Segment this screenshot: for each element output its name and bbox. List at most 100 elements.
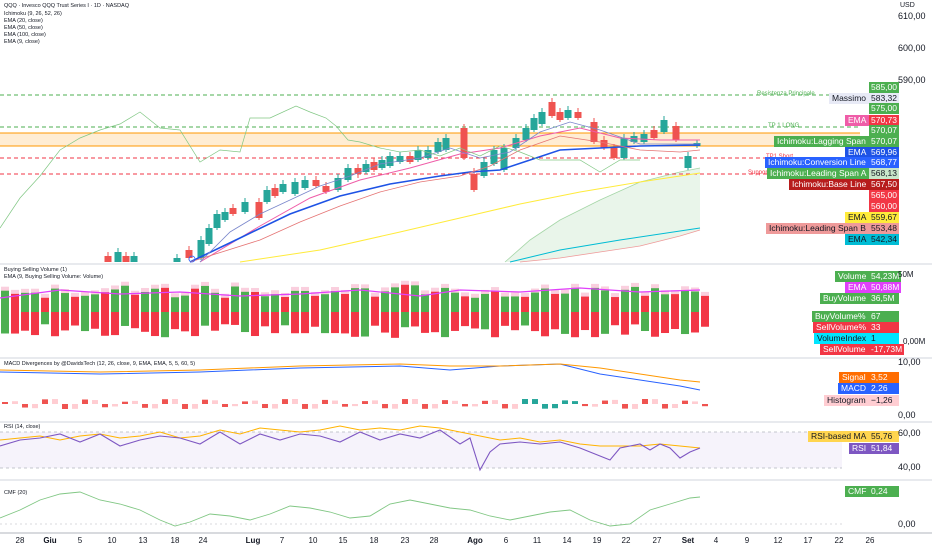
event-marker-icon: [188, 255, 196, 263]
buy-volume-bar: [241, 291, 249, 312]
ema-100-line: [239, 172, 701, 263]
buy-volume-bar: [341, 293, 349, 312]
buy-volume-bar: [251, 291, 259, 312]
rsi-line: [0, 429, 701, 472]
rsi-ma-line: [0, 425, 701, 449]
macd-histogram-bar: [292, 399, 298, 404]
sell-volume-bar: [11, 312, 19, 334]
candle-body: [173, 258, 181, 262]
macd-histogram-bar: [522, 399, 528, 404]
buy-volume-bar: [91, 294, 99, 312]
time-axis-label: 14: [562, 536, 572, 545]
macd-histogram-bar: [492, 400, 498, 404]
buy-volume-bar: [191, 288, 199, 312]
buy-volume-bar: [531, 292, 539, 312]
macd-histogram-bar: [562, 400, 568, 404]
entry-zone: [0, 133, 860, 146]
rsi-indicator-label[interactable]: RSI (14, close): [4, 424, 41, 430]
sell-volume-bar: [41, 312, 49, 325]
macd-histogram-bar: [22, 404, 28, 408]
sell-volume-bar: [51, 312, 59, 337]
macd-histogram-bar: [542, 404, 548, 409]
value-tag: 2,26: [869, 383, 899, 394]
sell-volume-bar: [421, 312, 429, 333]
series-label-tag: BuyVolume%: [812, 311, 869, 322]
candle-body: [548, 102, 556, 116]
time-axis-label: 27: [652, 536, 662, 545]
indicator-ema20[interactable]: EMA (20, close): [4, 18, 43, 24]
sell-volume-bar: [541, 312, 549, 337]
candle-body: [530, 118, 538, 130]
time-axis-label: 22: [834, 536, 844, 545]
value-tag: 54,23M: [869, 271, 902, 282]
buy-volume-bar: [481, 293, 489, 312]
value-tag: −1,26: [869, 395, 899, 406]
candle-body: [354, 168, 362, 174]
macd-histogram-bar: [682, 400, 688, 404]
macd-histogram-bar: [472, 404, 478, 407]
ema-50-line: [189, 144, 701, 263]
buy-volume-bar: [311, 295, 319, 312]
macd-histogram-bar: [2, 402, 8, 404]
buy-volume-bar: [151, 288, 159, 312]
candle-body: [522, 128, 530, 140]
macd-histogram-bar: [252, 400, 258, 404]
candle-body: [185, 250, 193, 258]
macd-histogram-bar: [622, 404, 628, 409]
value-tag: 1: [869, 333, 899, 344]
candle-body: [213, 214, 221, 228]
sell-volume-bar: [341, 312, 349, 334]
time-axis-label: 19: [592, 536, 602, 545]
candle-body: [500, 148, 508, 170]
macd-histogram-bar: [172, 399, 178, 404]
ema-200-line: [509, 227, 701, 263]
volume-ema-label[interactable]: EMA (9, Buying Selling Volume: Volume): [4, 274, 104, 280]
sell-volume-bar: [121, 312, 129, 326]
indicator-ema9[interactable]: EMA (9, close): [4, 39, 40, 45]
buy-volume-bar: [261, 296, 269, 312]
candle-body: [610, 148, 618, 158]
indicator-ema50[interactable]: EMA (50, close): [4, 25, 43, 31]
buy-volume-bar: [61, 293, 69, 312]
buy-volume-bar: [411, 285, 419, 312]
buy-volume-bar: [511, 296, 519, 312]
sell-volume-bar: [431, 312, 439, 333]
sell-volume-bar: [451, 312, 459, 331]
macd-histogram-bar: [112, 404, 118, 407]
buy-volume-bar: [421, 294, 429, 312]
indicator-ichimoku[interactable]: Ichimoku (9, 26, 52, 26): [4, 11, 62, 17]
indicator-ema100[interactable]: EMA (100, close): [4, 32, 46, 38]
value-tag: 542,34: [869, 234, 899, 245]
cmf-line: [0, 491, 701, 527]
buy-volume-bar: [541, 288, 549, 312]
sell-volume-bar: [461, 312, 469, 327]
candle-body: [650, 130, 658, 138]
cmf-indicator-label[interactable]: CMF (20): [4, 490, 28, 496]
sell-volume-bar: [131, 312, 139, 329]
buy-volume-bar: [521, 296, 529, 312]
macd-indicator-label[interactable]: MACD Divergences by @DavidsTech (12, 26,…: [4, 361, 196, 367]
macd-histogram-bar: [62, 404, 68, 409]
candle-body: [130, 256, 138, 262]
time-axis-label: 11: [532, 536, 542, 545]
value-tag: 568,13: [869, 168, 899, 179]
time-axis-label: Set: [681, 536, 695, 545]
series-label-tag: SellVolume: [820, 344, 869, 355]
buy-volume-bar: [231, 286, 239, 312]
sell-volume-bar: [381, 312, 389, 333]
tp1-long-label: TP 1 LONG: [768, 123, 800, 129]
macd-tick: 10,00: [898, 357, 921, 367]
buy-volume-bar: [301, 290, 309, 312]
candle-body: [424, 150, 432, 158]
series-label-tag: Histogram: [824, 395, 869, 406]
volume-indicator-label[interactable]: Buying Selling Volume (1): [4, 267, 67, 273]
macd-histogram-bar: [342, 404, 348, 407]
value-tag: 570,07: [869, 136, 899, 147]
sell-volume-bar: [141, 312, 149, 332]
time-axis-label: 15: [338, 536, 348, 545]
series-label-tag: EMA: [845, 115, 870, 126]
sell-volume-bar: [191, 312, 199, 337]
sell-volume-bar: [571, 312, 579, 338]
